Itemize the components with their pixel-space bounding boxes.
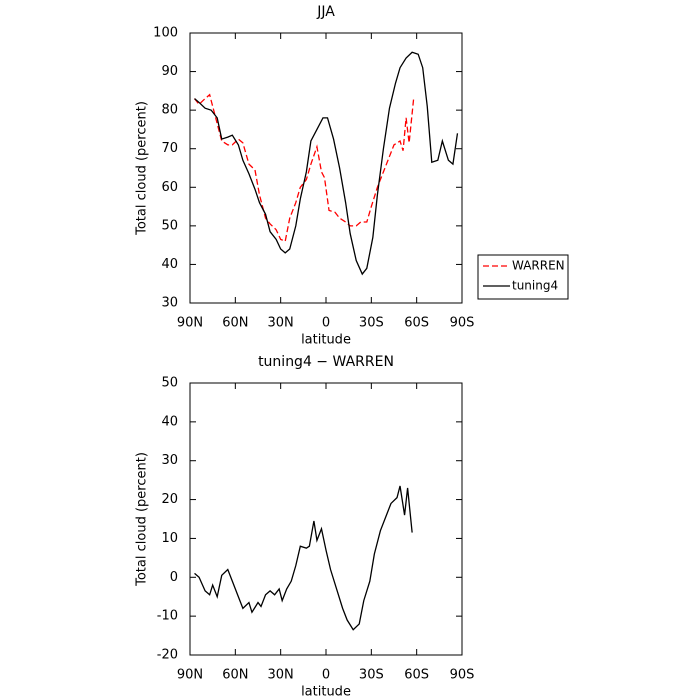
y-tick-label: 90 — [161, 64, 178, 79]
x-tick-label: 30S — [359, 316, 384, 331]
legend-box — [477, 254, 569, 300]
data-line — [194, 485, 413, 631]
x-tick-label: 30S — [359, 668, 384, 683]
y-tick-label: 100 — [153, 26, 178, 41]
y-tick-label: 30 — [161, 453, 178, 468]
x-tick-label: 60N — [222, 316, 248, 331]
plot-frame — [189, 32, 463, 304]
y-tick-label: 40 — [161, 257, 178, 272]
y-tick-label: 60 — [161, 180, 178, 195]
x-tick-label: 60N — [222, 668, 248, 683]
x-tick-label: 60S — [404, 668, 429, 683]
y-tick-label: 10 — [161, 531, 178, 546]
x-tick-label: 90N — [177, 668, 203, 683]
data-line — [194, 93, 415, 243]
y-tick-label: 80 — [161, 103, 178, 118]
x-axis-label: latitude — [301, 333, 351, 348]
x-tick-label: 30N — [268, 316, 294, 331]
x-tick-label: 0 — [322, 668, 330, 683]
legend-label: tuning4 — [512, 279, 558, 293]
y-tick-label: 0 — [170, 570, 178, 585]
x-tick-label: 90S — [450, 668, 475, 683]
y-tick-label: -10 — [157, 609, 178, 624]
y-tick-label: 20 — [161, 492, 178, 507]
y-tick-label: 30 — [161, 296, 178, 311]
chart-title: JJA — [316, 4, 335, 20]
y-tick-label: 70 — [161, 141, 178, 156]
y-axis-label: Total cloud (percent) — [135, 101, 150, 236]
y-axis-label: Total cloud (percent) — [135, 452, 150, 587]
legend-label: WARREN — [512, 259, 565, 273]
y-tick-label: -20 — [157, 648, 178, 663]
y-tick-label: 50 — [161, 218, 178, 233]
x-tick-label: 90S — [450, 316, 475, 331]
y-tick-label: 40 — [161, 414, 178, 429]
plot-frame — [189, 382, 463, 656]
x-tick-label: 90N — [177, 316, 203, 331]
x-axis-label: latitude — [301, 685, 351, 700]
x-tick-label: 0 — [322, 316, 330, 331]
x-tick-label: 30N — [268, 668, 294, 683]
y-tick-label: 50 — [161, 376, 178, 391]
data-line — [194, 51, 459, 276]
chart-title: tuning4 − WARREN — [258, 354, 394, 370]
x-tick-label: 60S — [404, 316, 429, 331]
